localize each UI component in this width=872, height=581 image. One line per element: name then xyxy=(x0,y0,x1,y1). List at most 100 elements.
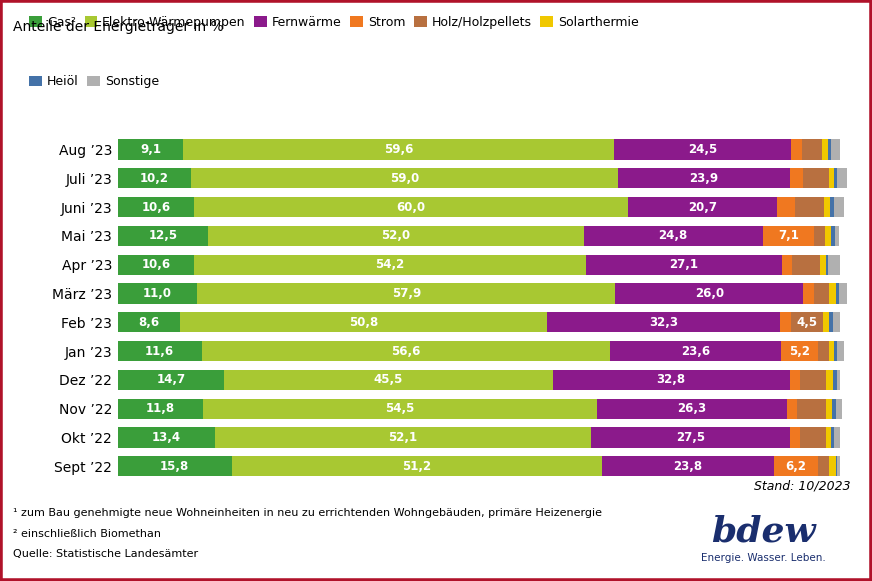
Bar xyxy=(833,370,836,390)
Text: Energie. Wasser. Leben.: Energie. Wasser. Leben. xyxy=(700,553,826,563)
Text: 56,6: 56,6 xyxy=(392,345,420,358)
Text: ² einschließlich Biomethan: ² einschließlich Biomethan xyxy=(13,529,161,539)
Text: 27,5: 27,5 xyxy=(676,431,705,444)
Bar xyxy=(586,254,781,275)
Text: 54,2: 54,2 xyxy=(376,258,405,271)
Bar xyxy=(547,312,780,332)
Bar xyxy=(837,341,844,361)
Bar xyxy=(800,428,826,447)
Bar xyxy=(583,226,763,246)
Bar xyxy=(791,312,823,332)
Text: 50,8: 50,8 xyxy=(349,316,378,329)
Bar xyxy=(118,254,194,275)
Bar xyxy=(232,456,602,476)
Text: 10,6: 10,6 xyxy=(141,258,171,271)
Bar xyxy=(823,312,829,332)
Bar xyxy=(828,168,835,188)
Bar xyxy=(795,197,824,217)
Bar xyxy=(800,370,826,390)
Text: Stand: 10/2023: Stand: 10/2023 xyxy=(753,479,850,492)
Bar xyxy=(835,428,840,447)
Bar xyxy=(829,312,833,332)
Bar xyxy=(835,168,836,188)
Bar xyxy=(118,456,232,476)
Bar xyxy=(118,370,224,390)
Bar xyxy=(836,370,840,390)
Text: 10,2: 10,2 xyxy=(140,172,169,185)
Bar xyxy=(835,456,837,476)
Bar xyxy=(829,341,834,361)
Bar xyxy=(197,284,616,304)
Text: 60,0: 60,0 xyxy=(397,200,426,214)
Bar xyxy=(831,139,840,160)
Text: bdew: bdew xyxy=(711,514,815,548)
Bar xyxy=(224,370,553,390)
Bar xyxy=(553,370,789,390)
Bar xyxy=(201,341,610,361)
Text: 12,5: 12,5 xyxy=(148,229,177,242)
Text: 24,5: 24,5 xyxy=(688,143,717,156)
Bar xyxy=(803,168,828,188)
Bar xyxy=(834,341,837,361)
Text: 13,4: 13,4 xyxy=(152,431,181,444)
Text: 59,0: 59,0 xyxy=(390,172,419,185)
Text: 54,5: 54,5 xyxy=(385,402,414,415)
Text: 10,6: 10,6 xyxy=(141,200,171,214)
Text: 11,6: 11,6 xyxy=(145,345,174,358)
Text: 45,5: 45,5 xyxy=(373,374,403,386)
Bar xyxy=(819,341,829,361)
Bar xyxy=(803,284,814,304)
Text: 6,2: 6,2 xyxy=(786,460,807,473)
Bar xyxy=(616,284,803,304)
Bar xyxy=(194,197,628,217)
Bar xyxy=(789,370,800,390)
Bar xyxy=(203,399,596,419)
Bar xyxy=(596,399,787,419)
Bar xyxy=(814,226,825,246)
Bar xyxy=(802,139,822,160)
Bar xyxy=(819,456,829,476)
Bar xyxy=(798,399,827,419)
Text: 23,6: 23,6 xyxy=(681,345,710,358)
Bar xyxy=(835,399,842,419)
Text: 32,8: 32,8 xyxy=(657,374,685,386)
Bar xyxy=(833,312,840,332)
Bar xyxy=(840,284,848,304)
Bar xyxy=(834,197,844,217)
Bar xyxy=(831,226,835,246)
Bar xyxy=(118,428,215,447)
Text: 8,6: 8,6 xyxy=(139,316,160,329)
Bar xyxy=(118,226,208,246)
Bar xyxy=(180,312,547,332)
Bar xyxy=(194,254,586,275)
Text: 23,9: 23,9 xyxy=(690,172,719,185)
Bar xyxy=(826,428,831,447)
Bar xyxy=(831,428,835,447)
Text: 15,8: 15,8 xyxy=(160,460,189,473)
Bar xyxy=(825,226,831,246)
Bar xyxy=(791,139,802,160)
Text: 14,7: 14,7 xyxy=(156,374,186,386)
Bar xyxy=(215,428,591,447)
Bar xyxy=(118,139,183,160)
Bar xyxy=(777,197,795,217)
Bar xyxy=(826,254,828,275)
Bar xyxy=(780,312,791,332)
Text: 23,8: 23,8 xyxy=(673,460,702,473)
Text: 4,5: 4,5 xyxy=(797,316,818,329)
Bar xyxy=(835,226,839,246)
Bar xyxy=(118,341,201,361)
Bar xyxy=(208,226,583,246)
Bar xyxy=(824,197,830,217)
Text: 24,8: 24,8 xyxy=(658,229,688,242)
Bar xyxy=(793,254,820,275)
Bar xyxy=(183,139,614,160)
Text: 20,7: 20,7 xyxy=(688,200,717,214)
Bar xyxy=(836,168,848,188)
Bar xyxy=(837,456,840,476)
Text: 57,9: 57,9 xyxy=(392,287,421,300)
Text: 32,3: 32,3 xyxy=(649,316,678,329)
Text: 59,6: 59,6 xyxy=(384,143,413,156)
Text: 26,0: 26,0 xyxy=(695,287,724,300)
Bar xyxy=(610,341,781,361)
